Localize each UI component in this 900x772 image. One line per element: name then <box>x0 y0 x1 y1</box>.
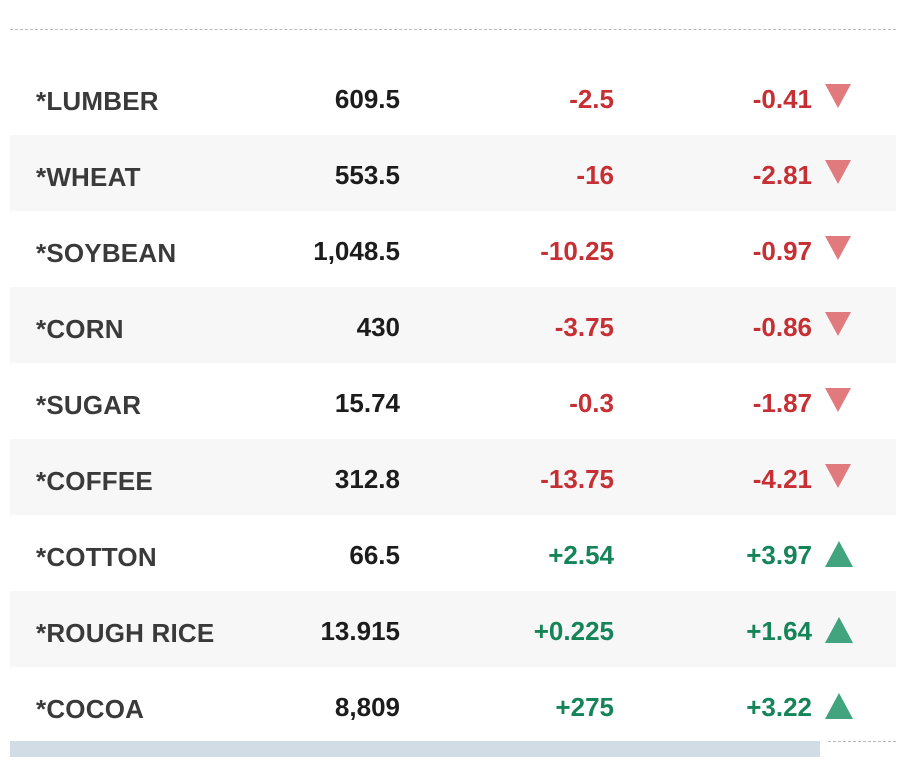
price-change: -0.3 <box>569 388 614 418</box>
commodity-name[interactable]: *CORN <box>36 314 124 344</box>
table-row[interactable]: *SOYBEAN 1,048.5 -10.25 -0.97 <box>10 211 896 287</box>
down-arrow-icon <box>825 84 851 108</box>
percent-change: -0.97 <box>752 236 812 266</box>
up-arrow-icon <box>825 541 853 567</box>
down-arrow-icon <box>825 236 851 260</box>
percent-change: +3.97 <box>746 540 812 570</box>
price-change: -2.5 <box>569 84 614 114</box>
percent-change: -0.41 <box>752 84 812 114</box>
down-arrow-icon <box>825 464 851 488</box>
price-change: +2.54 <box>548 540 614 570</box>
top-divider <box>10 29 896 30</box>
bottom-divider <box>828 741 896 742</box>
last-price: 312.8 <box>334 464 400 494</box>
commodity-name[interactable]: *COCOA <box>36 694 145 724</box>
last-price: 13.915 <box>320 616 400 646</box>
last-price: 430 <box>356 312 400 342</box>
table-row[interactable]: *LUMBER 609.5 -2.5 -0.41 <box>10 59 896 135</box>
table-row[interactable]: *ROUGH RICE 13.915 +0.225 +1.64 <box>10 591 896 667</box>
percent-change: -0.86 <box>752 312 812 342</box>
down-arrow-icon <box>825 160 851 184</box>
commodity-name[interactable]: *LUMBER <box>36 86 159 116</box>
table-row[interactable]: *WHEAT 553.5 -16 -2.81 <box>10 135 896 211</box>
up-arrow-icon <box>825 693 853 719</box>
table-row[interactable]: *COTTON 66.5 +2.54 +3.97 <box>10 515 896 591</box>
percent-change: -4.21 <box>752 464 812 494</box>
last-price: 553.5 <box>334 160 400 190</box>
down-arrow-icon <box>825 388 851 412</box>
percent-change: +1.64 <box>746 616 812 646</box>
price-change: +275 <box>555 692 614 722</box>
commodity-name[interactable]: *COTTON <box>36 542 157 572</box>
commodity-name[interactable]: *COFFEE <box>36 466 153 496</box>
table-row[interactable]: *COFFEE 312.8 -13.75 -4.21 <box>10 439 896 515</box>
horizontal-scrollbar[interactable] <box>10 741 820 757</box>
percent-change: +3.22 <box>746 692 812 722</box>
table-row[interactable]: *SUGAR 15.74 -0.3 -1.87 <box>10 363 896 439</box>
commodity-name[interactable]: *ROUGH RICE <box>36 618 215 648</box>
table-row[interactable]: *COCOA 8,809 +275 +3.22 <box>10 667 896 743</box>
commodity-name[interactable]: *WHEAT <box>36 162 141 192</box>
price-change: -3.75 <box>554 312 614 342</box>
percent-change: -2.81 <box>752 160 812 190</box>
up-arrow-icon <box>825 617 853 643</box>
commodity-name[interactable]: *SOYBEAN <box>36 238 177 268</box>
price-change: -10.25 <box>540 236 614 266</box>
down-arrow-icon <box>825 312 851 336</box>
last-price: 609.5 <box>334 84 400 114</box>
price-change: -16 <box>576 160 614 190</box>
table-row[interactable]: *CORN 430 -3.75 -0.86 <box>10 287 896 363</box>
price-change: +0.225 <box>533 616 614 646</box>
last-price: 15.74 <box>334 388 400 418</box>
price-change: -13.75 <box>540 464 614 494</box>
last-price: 1,048.5 <box>313 236 400 266</box>
commodity-name[interactable]: *SUGAR <box>36 390 142 420</box>
percent-change: -1.87 <box>752 388 812 418</box>
last-price: 8,809 <box>334 692 400 722</box>
commodities-table: *LUMBER 609.5 -2.5 -0.41 *WHEAT 553.5 -1… <box>10 59 896 743</box>
last-price: 66.5 <box>349 540 400 570</box>
